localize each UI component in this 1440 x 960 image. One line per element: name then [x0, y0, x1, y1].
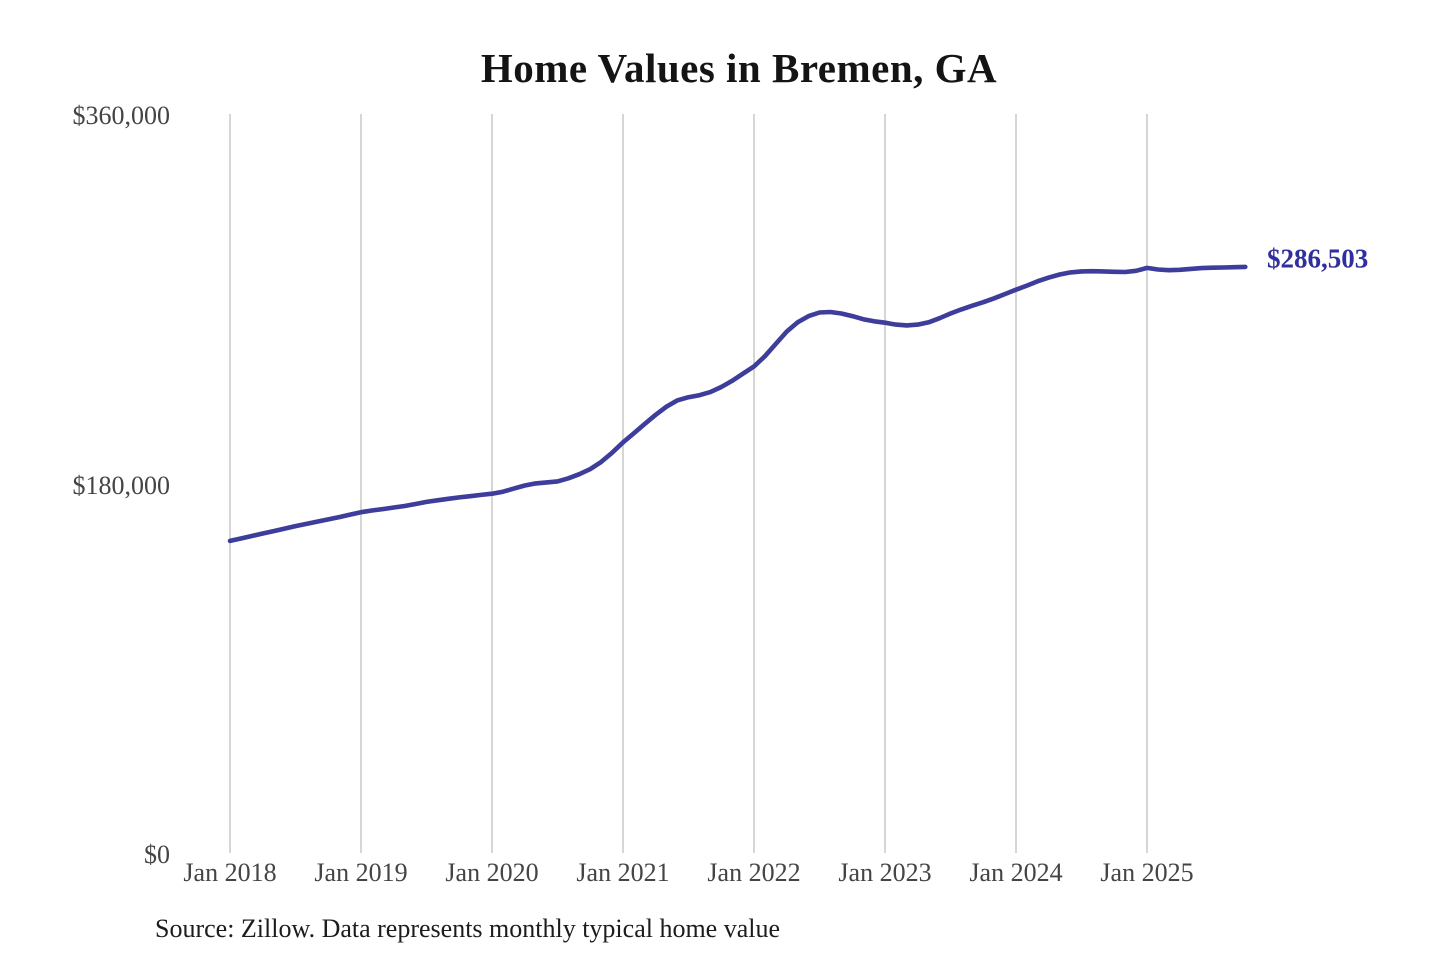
- x-axis-label: Jan 2024: [969, 858, 1063, 887]
- x-axis-label: Jan 2018: [183, 858, 277, 887]
- x-axis-label: Jan 2023: [838, 858, 932, 887]
- latest-value-label: $286,503: [1267, 243, 1369, 274]
- y-axis-label: $360,000: [72, 101, 171, 130]
- source-note: Source: Zillow. Data represents monthly …: [155, 914, 781, 943]
- home-value-series-line: [227, 264, 1248, 544]
- x-axis-label: Jan 2025: [1100, 858, 1194, 887]
- x-axis-label: Jan 2021: [576, 858, 670, 887]
- x-axis-label: Jan 2019: [314, 858, 408, 887]
- x-axis-label: Jan 2022: [707, 858, 801, 887]
- y-axis-label: $180,000: [72, 471, 171, 500]
- y-axis-label: $0: [144, 840, 170, 869]
- x-axis-label: Jan 2020: [445, 858, 539, 887]
- chart-title: Home Values in Bremen, GA: [480, 45, 998, 91]
